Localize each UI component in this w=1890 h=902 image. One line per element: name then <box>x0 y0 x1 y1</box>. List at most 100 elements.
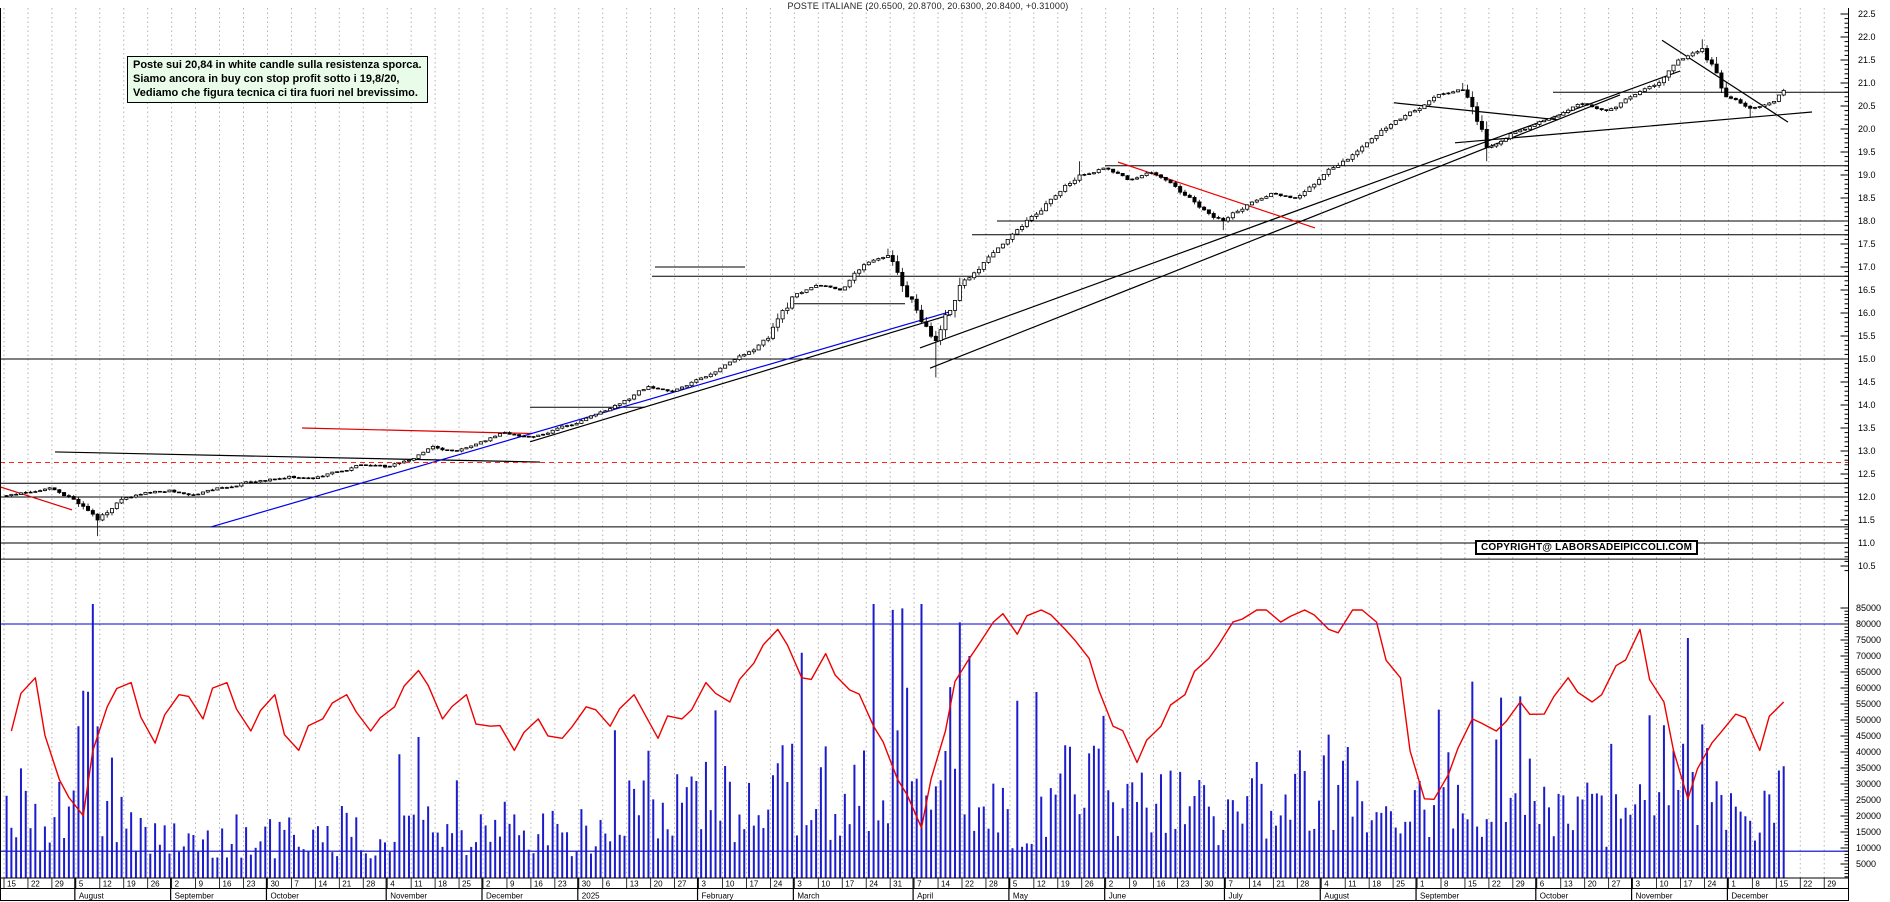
svg-text:19: 19 <box>127 880 136 889</box>
volume-indicator-line <box>10 609 1785 829</box>
copyright-badge: COPYRIGHT@ LABORSADEIPICCOLI.COM <box>1475 540 1699 555</box>
svg-text:14: 14 <box>941 880 950 889</box>
svg-text:2: 2 <box>486 880 491 889</box>
svg-text:21: 21 <box>1276 880 1285 889</box>
svg-text:28: 28 <box>1300 880 1309 889</box>
svg-text:February: February <box>702 892 734 901</box>
svg-text:5: 5 <box>1013 880 1018 889</box>
svg-text:25000: 25000 <box>1856 795 1881 805</box>
svg-text:75000: 75000 <box>1856 635 1881 645</box>
svg-text:65000: 65000 <box>1856 667 1881 677</box>
svg-text:29: 29 <box>55 880 64 889</box>
svg-text:15: 15 <box>1779 880 1788 889</box>
svg-text:1: 1 <box>1420 880 1425 889</box>
svg-text:29: 29 <box>1516 880 1525 889</box>
svg-text:10.5: 10.5 <box>1858 561 1876 571</box>
week-gridlines <box>3 8 1825 878</box>
svg-text:18.5: 18.5 <box>1858 193 1876 203</box>
svg-text:10000: 10000 <box>1856 843 1881 853</box>
svg-text:25: 25 <box>1396 880 1405 889</box>
svg-text:4: 4 <box>390 880 395 889</box>
svg-text:11.5: 11.5 <box>1858 515 1875 525</box>
svg-text:11.0: 11.0 <box>1858 538 1875 548</box>
svg-text:23: 23 <box>247 880 256 889</box>
analyst-annotation[interactable]: Poste sui 20,84 in white candle sulla re… <box>127 56 428 104</box>
svg-text:30000: 30000 <box>1856 779 1881 789</box>
svg-text:22: 22 <box>31 880 40 889</box>
svg-text:29: 29 <box>1827 880 1836 889</box>
volume-bars <box>5 604 1785 878</box>
svg-text:26: 26 <box>1085 880 1094 889</box>
candlestick-series <box>4 39 1786 537</box>
svg-text:24: 24 <box>1707 880 1716 889</box>
svg-text:17: 17 <box>1684 880 1693 889</box>
svg-text:14: 14 <box>1252 880 1261 889</box>
svg-text:55000: 55000 <box>1856 699 1881 709</box>
svg-text:2: 2 <box>175 880 180 889</box>
svg-text:12: 12 <box>103 880 112 889</box>
svg-text:22: 22 <box>965 880 974 889</box>
svg-text:16: 16 <box>1157 880 1166 889</box>
svg-text:November: November <box>1636 892 1673 901</box>
svg-text:9: 9 <box>1133 880 1138 889</box>
svg-text:3: 3 <box>1636 880 1641 889</box>
svg-text:19: 19 <box>1061 880 1070 889</box>
svg-text:15.0: 15.0 <box>1858 354 1876 364</box>
svg-text:5: 5 <box>79 880 84 889</box>
svg-text:30: 30 <box>1205 880 1214 889</box>
svg-text:28: 28 <box>989 880 998 889</box>
svg-text:21.0: 21.0 <box>1858 78 1876 88</box>
svg-text:26: 26 <box>151 880 160 889</box>
svg-text:14.5: 14.5 <box>1858 377 1876 387</box>
svg-text:85000: 85000 <box>1856 603 1881 613</box>
svg-text:20: 20 <box>1588 880 1597 889</box>
svg-text:8: 8 <box>1755 880 1760 889</box>
svg-text:13.5: 13.5 <box>1858 423 1876 433</box>
svg-text:2: 2 <box>1109 880 1114 889</box>
svg-text:October: October <box>1540 892 1569 901</box>
svg-text:23: 23 <box>1181 880 1190 889</box>
svg-text:3: 3 <box>702 880 707 889</box>
svg-text:November: November <box>390 892 427 901</box>
svg-text:2025: 2025 <box>582 892 600 901</box>
svg-text:20000: 20000 <box>1856 811 1881 821</box>
svg-text:30: 30 <box>270 880 279 889</box>
svg-text:19.5: 19.5 <box>1858 147 1876 157</box>
svg-text:21: 21 <box>342 880 351 889</box>
svg-text:7: 7 <box>917 880 922 889</box>
svg-text:15: 15 <box>7 880 16 889</box>
svg-text:9: 9 <box>199 880 204 889</box>
svg-text:35000: 35000 <box>1856 763 1881 773</box>
svg-text:4: 4 <box>1324 880 1329 889</box>
svg-text:December: December <box>1731 892 1768 901</box>
svg-text:16.5: 16.5 <box>1858 285 1876 295</box>
annotation-line-1: Poste sui 20,84 in white candle sulla re… <box>133 59 422 71</box>
svg-text:24: 24 <box>869 880 878 889</box>
svg-text:October: October <box>270 892 299 901</box>
svg-text:16: 16 <box>534 880 543 889</box>
svg-text:9: 9 <box>510 880 515 889</box>
svg-text:12.0: 12.0 <box>1858 492 1876 502</box>
svg-text:21.5: 21.5 <box>1858 55 1876 65</box>
svg-text:12: 12 <box>1037 880 1046 889</box>
svg-text:6: 6 <box>1540 880 1545 889</box>
svg-text:14.0: 14.0 <box>1858 400 1876 410</box>
svg-text:19.0: 19.0 <box>1858 170 1876 180</box>
svg-text:27: 27 <box>1612 880 1621 889</box>
svg-text:18.0: 18.0 <box>1858 216 1876 226</box>
svg-text:September: September <box>175 892 214 901</box>
svg-text:13: 13 <box>630 880 639 889</box>
date-axis: 15 22 29 5 12 19 26 2 9 16 23 30 7 14 21 28 4 11 18 25 2 9 16 2… <box>0 877 1848 901</box>
svg-text:50000: 50000 <box>1856 715 1881 725</box>
svg-text:25: 25 <box>462 880 471 889</box>
svg-text:40000: 40000 <box>1856 747 1881 757</box>
svg-text:17: 17 <box>845 880 854 889</box>
svg-text:45000: 45000 <box>1856 731 1881 741</box>
svg-text:August: August <box>1324 892 1350 901</box>
support-resistance-levels <box>0 91 1848 560</box>
svg-text:April: April <box>917 892 933 901</box>
trendlines <box>0 39 1813 528</box>
svg-text:5000: 5000 <box>1856 859 1876 869</box>
